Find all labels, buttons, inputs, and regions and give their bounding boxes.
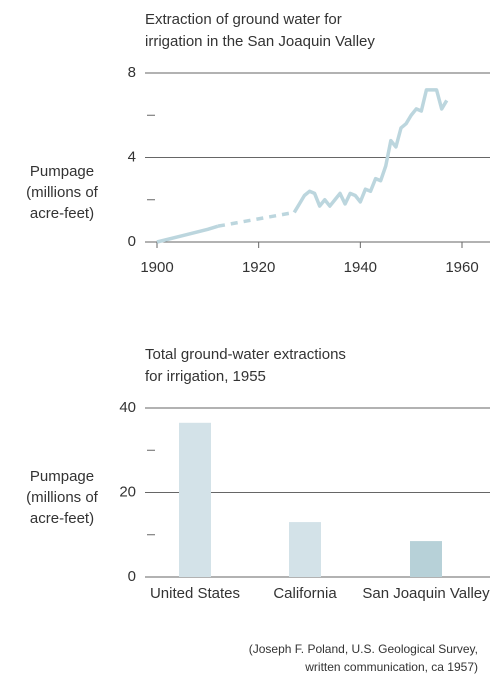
y-tick-label: 0 <box>128 568 136 585</box>
y-tick-label: 4 <box>128 148 136 165</box>
x-tick-label: 1900 <box>140 259 173 276</box>
y-axis-label: acre-feet) <box>30 205 94 222</box>
bar <box>410 541 442 577</box>
line-series <box>217 210 295 228</box>
bar <box>179 422 211 577</box>
line-series <box>156 224 219 244</box>
y-tick-label: 40 <box>119 399 136 416</box>
x-tick-label: 1920 <box>242 259 275 276</box>
y-tick-label: 20 <box>119 483 136 500</box>
chart-title: Total ground-water extractions <box>145 346 346 363</box>
x-tick-label: 1960 <box>445 259 478 276</box>
y-tick-label: 8 <box>128 64 136 81</box>
x-tick-label: United States <box>150 585 240 602</box>
source-note: (Joseph F. Poland, U.S. Geological Surve… <box>249 642 478 656</box>
y-axis-label: Pumpage <box>30 468 94 485</box>
chart-title: Extraction of ground water for <box>145 11 342 28</box>
y-tick-label: 0 <box>128 233 136 250</box>
y-axis-label: acre-feet) <box>30 510 94 527</box>
y-axis-label: (millions of <box>26 184 99 201</box>
chart-title: irrigation in the San Joaquin Valley <box>145 33 375 50</box>
bar <box>289 522 321 577</box>
line-series <box>292 88 449 214</box>
x-tick-label: California <box>273 585 337 602</box>
x-tick-label: 1940 <box>344 259 377 276</box>
chart-title: for irrigation, 1955 <box>145 368 266 385</box>
source-note: written communication, ca 1957) <box>304 660 478 674</box>
x-tick-label: San Joaquin Valley <box>362 585 490 602</box>
y-axis-label: (millions of <box>26 489 99 506</box>
y-axis-label: Pumpage <box>30 163 94 180</box>
